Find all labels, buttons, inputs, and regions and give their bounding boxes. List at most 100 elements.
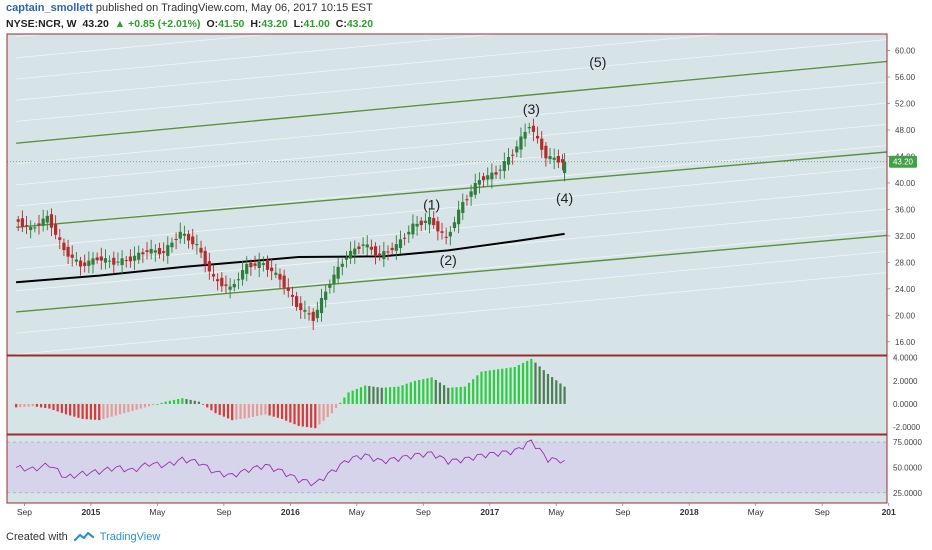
candle-body [324, 291, 328, 300]
macd-bar [426, 378, 429, 404]
time-tick-label: 2017 [480, 507, 499, 517]
macd-bar [397, 386, 400, 404]
macd-bar [243, 403, 246, 419]
macd-bar [430, 377, 433, 404]
candle-body [195, 244, 199, 246]
channel-line-1 [16, 151, 887, 228]
candle-body [220, 277, 224, 287]
candle-body [382, 251, 386, 260]
macd-bar [401, 385, 404, 404]
macd-bar [555, 380, 558, 404]
macd-bar [15, 403, 18, 408]
macd-bar [256, 403, 259, 417]
candle-body [270, 267, 274, 272]
macd-bar [118, 403, 122, 415]
candle-body [328, 284, 332, 288]
price-tick-label: 20.00 [895, 311, 916, 320]
candle-body [29, 227, 33, 231]
macd-bar [297, 403, 300, 426]
symbol[interactable]: NYSE:NCR, W [6, 18, 77, 30]
macd-bar [418, 379, 421, 404]
candle-body [444, 236, 448, 238]
candle-body [78, 260, 83, 267]
candle-body [344, 257, 349, 260]
candle-body [24, 225, 29, 227]
candle-body [153, 250, 157, 253]
price-pane[interactable]: (1) (2) (3) (4) (5) [7, 0, 897, 355]
candle-body [477, 180, 482, 185]
candle-body [274, 272, 278, 275]
macd-bar [318, 403, 321, 425]
candle-body [62, 242, 66, 251]
candle-body [427, 216, 432, 225]
macd-pane[interactable] [7, 356, 887, 434]
macd-bar [35, 403, 39, 407]
candle-body [535, 135, 540, 139]
time-tick-label: 201 [882, 507, 896, 517]
candle-body [365, 244, 369, 248]
macd-bar [334, 403, 338, 408]
candle-body [203, 250, 207, 265]
macd-bar [347, 392, 350, 404]
macd-bar [384, 387, 388, 404]
ohlc-high: 43.20 [261, 18, 288, 30]
candle-body [232, 284, 236, 288]
wave-label: (5) [589, 54, 606, 70]
candle-body [216, 279, 220, 282]
candle-body [394, 244, 398, 251]
candle-body [386, 251, 390, 253]
macd-bar [480, 371, 483, 404]
macd-bar [305, 403, 309, 428]
candle-body [265, 260, 270, 270]
macd-bar [551, 377, 554, 404]
macd-bar [364, 385, 367, 404]
candle-body [249, 262, 253, 268]
candle-body [240, 269, 245, 280]
candle-body [486, 175, 490, 180]
wave-label: (1) [423, 196, 440, 212]
candle-body [336, 266, 340, 279]
macd-bar [64, 403, 68, 415]
macd-pane-background [7, 356, 887, 434]
candle-body [403, 237, 407, 239]
candle-body [511, 154, 515, 156]
author-name[interactable]: captain_smollett [6, 2, 93, 14]
candle-body [182, 233, 187, 236]
wave-label: (2) [440, 252, 457, 268]
candle-body [116, 261, 120, 263]
candle-body [224, 284, 228, 286]
time-tick-label: May [548, 507, 565, 517]
candle-body [502, 161, 506, 171]
macd-bar [422, 379, 425, 404]
macd-bar [372, 386, 375, 404]
candle-body [257, 261, 261, 269]
change-arrow-icon: ▲ [114, 18, 126, 30]
macd-bar [359, 387, 363, 404]
macd-bar [156, 403, 159, 405]
candle-body [236, 279, 241, 281]
rsi-line [15, 439, 565, 487]
candle-body [307, 313, 311, 315]
macd-bar [160, 402, 163, 404]
macd-bar [542, 370, 545, 404]
candle-body [245, 264, 249, 274]
rsi-pane[interactable] [7, 435, 887, 503]
candle-body [99, 256, 103, 261]
candle-body [228, 286, 232, 290]
price-tick-label: 52.00 [895, 99, 916, 108]
macd-bar [513, 366, 516, 404]
candle-body [481, 176, 486, 181]
price-tick-label: 40.00 [895, 179, 916, 188]
macd-bar [505, 368, 508, 404]
moving-average-line [16, 232, 565, 284]
ohlc-open: 41.50 [218, 18, 245, 30]
macd-bar [447, 387, 450, 404]
candle-body [544, 145, 548, 159]
tradingview-brand[interactable]: TradingView [99, 531, 161, 543]
candle-body [87, 260, 91, 266]
candle-body [315, 309, 319, 319]
macd-bar [289, 403, 292, 423]
macd-bar [210, 403, 213, 411]
candle-body [278, 274, 282, 280]
